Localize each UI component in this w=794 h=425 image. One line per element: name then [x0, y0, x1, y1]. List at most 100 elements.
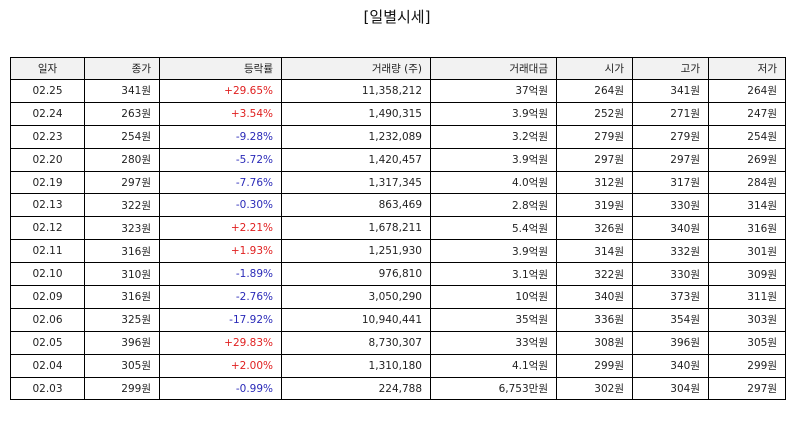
page-title: [일별시세] [363, 8, 431, 26]
cell-change: +2.21% [159, 216, 282, 241]
cell-open: 297원 [556, 147, 633, 172]
cell-volume: 11,358,212 [281, 79, 431, 103]
cell-change: -5.72% [159, 147, 282, 172]
cell-amount: 3.9억원 [430, 101, 557, 126]
cell-close: 396원 [84, 330, 160, 355]
cell-amount: 33억원 [430, 330, 557, 355]
cell-close: 341원 [84, 79, 160, 103]
cell-low: 305원 [708, 330, 786, 355]
cell-volume: 1,317,345 [281, 170, 431, 195]
cell-date: 02.13 [10, 193, 85, 218]
cell-low: 297원 [708, 376, 786, 401]
cell-change: -9.28% [159, 124, 282, 149]
cell-high: 340원 [632, 216, 709, 241]
table-row: 02.23 254원 -9.28% 1,232,089 3.2억원 279원 279원 254… [10, 124, 786, 149]
cell-change: -2.76% [159, 285, 282, 309]
cell-low: 309원 [708, 262, 786, 287]
table-row: 02.09 316원 -2.76% 3,050,290 10억원 340원 373원 311원 [10, 285, 786, 309]
col-header-high: 고가 [632, 57, 709, 80]
cell-date: 02.19 [10, 170, 85, 195]
cell-close: 316원 [84, 239, 160, 264]
cell-change: -7.76% [159, 170, 282, 195]
col-header-date: 일자 [10, 57, 85, 80]
cell-close: 310원 [84, 262, 160, 287]
cell-volume: 10,940,441 [281, 307, 431, 332]
cell-change: +2.00% [159, 353, 282, 378]
cell-volume: 1,251,930 [281, 239, 431, 264]
cell-date: 02.12 [10, 216, 85, 241]
cell-low: 284원 [708, 170, 786, 195]
cell-close: 322원 [84, 193, 160, 218]
col-header-amount: 거래대금 [430, 57, 557, 80]
cell-low: 303원 [708, 307, 786, 332]
table-row: 02.04 305원 +2.00% 1,310,180 4.1억원 299원 340원 299… [10, 353, 786, 378]
cell-amount: 2.8억원 [430, 193, 557, 218]
cell-low: 264원 [708, 79, 786, 103]
cell-open: 322원 [556, 262, 633, 287]
cell-date: 02.24 [10, 101, 85, 126]
cell-low: 299원 [708, 353, 786, 378]
cell-high: 396원 [632, 330, 709, 355]
cell-date: 02.11 [10, 239, 85, 264]
cell-high: 354원 [632, 307, 709, 332]
cell-high: 330원 [632, 262, 709, 287]
cell-open: 326원 [556, 216, 633, 241]
cell-amount: 3.1억원 [430, 262, 557, 287]
cell-change: -0.30% [159, 193, 282, 218]
cell-volume: 1,678,211 [281, 216, 431, 241]
cell-high: 297원 [632, 147, 709, 172]
col-header-open: 시가 [556, 57, 633, 80]
cell-amount: 3.9억원 [430, 239, 557, 264]
cell-open: 279원 [556, 124, 633, 149]
cell-date: 02.04 [10, 353, 85, 378]
cell-change: -0.99% [159, 376, 282, 401]
cell-high: 332원 [632, 239, 709, 264]
cell-volume: 1,490,315 [281, 101, 431, 126]
cell-close: 299원 [84, 376, 160, 401]
cell-high: 340원 [632, 353, 709, 378]
table-row: 02.11 316원 +1.93% 1,251,930 3.9억원 314원 332원 301… [10, 239, 786, 264]
cell-open: 340원 [556, 285, 633, 309]
cell-low: 254원 [708, 124, 786, 149]
table-row: 02.13 322원 -0.30% 863,469 2.8억원 319원 330원 314원 [10, 193, 786, 218]
cell-high: 271원 [632, 101, 709, 126]
cell-close: 254원 [84, 124, 160, 149]
cell-open: 308원 [556, 330, 633, 355]
cell-open: 252원 [556, 101, 633, 126]
table-row: 02.19 297원 -7.76% 1,317,345 4.0억원 312원 317원 284… [10, 170, 786, 195]
cell-volume: 1,310,180 [281, 353, 431, 378]
col-header-change: 등락률 [159, 57, 282, 80]
cell-date: 02.23 [10, 124, 85, 149]
cell-open: 314원 [556, 239, 633, 264]
cell-date: 02.05 [10, 330, 85, 355]
table-row: 02.12 323원 +2.21% 1,678,211 5.4억원 326원 340원 316… [10, 216, 786, 241]
cell-amount: 3.2억원 [430, 124, 557, 149]
cell-change: -1.89% [159, 262, 282, 287]
cell-low: 316원 [708, 216, 786, 241]
cell-open: 299원 [556, 353, 633, 378]
cell-high: 304원 [632, 376, 709, 401]
table-row: 02.24 263원 +3.54% 1,490,315 3.9억원 252원 271원 247… [10, 101, 786, 126]
cell-volume: 1,420,457 [281, 147, 431, 172]
cell-close: 323원 [84, 216, 160, 241]
cell-close: 305원 [84, 353, 160, 378]
table-row: 02.25 341원 +29.65% 11,358,212 37억원 264원 341원 26… [10, 79, 786, 103]
cell-date: 02.20 [10, 147, 85, 172]
cell-close: 325원 [84, 307, 160, 332]
cell-close: 316원 [84, 285, 160, 309]
cell-low: 247원 [708, 101, 786, 126]
cell-amount: 37억원 [430, 79, 557, 103]
cell-close: 280원 [84, 147, 160, 172]
cell-open: 319원 [556, 193, 633, 218]
cell-date: 02.09 [10, 285, 85, 309]
col-header-volume: 거래량 (주) [281, 57, 431, 80]
table-row: 02.20 280원 -5.72% 1,420,457 3.9억원 297원 297원 269… [10, 147, 786, 172]
cell-volume: 8,730,307 [281, 330, 431, 355]
table-row: 02.10 310원 -1.89% 976,810 3.1억원 322원 330원 309원 [10, 262, 786, 287]
cell-high: 373원 [632, 285, 709, 309]
table-body: 02.25 341원 +29.65% 11,358,212 37억원 264원 341원 26… [10, 79, 786, 401]
cell-amount: 3.9억원 [430, 147, 557, 172]
cell-high: 279원 [632, 124, 709, 149]
cell-volume: 224,788 [281, 376, 431, 401]
cell-volume: 976,810 [281, 262, 431, 287]
